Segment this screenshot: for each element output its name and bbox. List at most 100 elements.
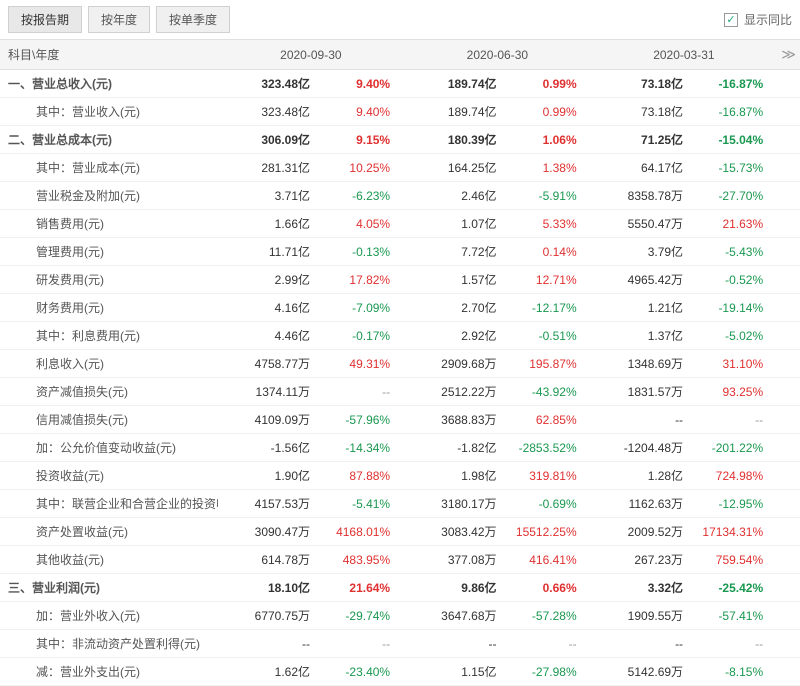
row-value: 1162.63万 (591, 490, 689, 518)
row-change: 0.66% (503, 574, 591, 602)
row-value: 3.79亿 (591, 238, 689, 266)
row-change: -43.92% (503, 378, 591, 406)
row-label: 资产减值损失(元) (0, 378, 218, 406)
row-value: 614.78万 (218, 546, 316, 574)
row-change: 1.06% (503, 126, 591, 154)
row-label: 其中：非流动资产处置利得(元) (0, 630, 218, 658)
row-change: -19.14% (689, 294, 777, 322)
row-change: 49.31% (316, 350, 404, 378)
row-change: 319.81% (503, 462, 591, 490)
row-value: 1.21亿 (591, 294, 689, 322)
row-value: 1831.57万 (591, 378, 689, 406)
row-value: -1204.48万 (591, 434, 689, 462)
row-change: 0.99% (503, 70, 591, 98)
row-label: 其中：营业收入(元) (0, 98, 218, 126)
row-change: 0.99% (503, 98, 591, 126)
row-value: 323.48亿 (218, 98, 316, 126)
row-change: -7.09% (316, 294, 404, 322)
row-change: -14.34% (316, 434, 404, 462)
row-label: 加：公允价值变动收益(元) (0, 434, 218, 462)
row-value: -- (591, 406, 689, 434)
header-period-1: 2020-06-30 (404, 40, 591, 70)
row-label: 其中：利息费用(元) (0, 322, 218, 350)
row-change: 17.82% (316, 266, 404, 294)
row-value: 1.62亿 (218, 658, 316, 686)
row-value: 1909.55万 (591, 602, 689, 630)
row-value: 306.09亿 (218, 126, 316, 154)
row-change: -0.17% (316, 322, 404, 350)
row-value: 8358.78万 (591, 182, 689, 210)
row-value: 377.08万 (404, 546, 502, 574)
row-change: -15.04% (689, 126, 777, 154)
row-change: -2853.52% (503, 434, 591, 462)
row-value: 2009.52万 (591, 518, 689, 546)
row-value: 1.98亿 (404, 462, 502, 490)
row-value: 1.07亿 (404, 210, 502, 238)
row-value: 3090.47万 (218, 518, 316, 546)
row-change: 9.40% (316, 98, 404, 126)
row-change: 4.05% (316, 210, 404, 238)
row-value: 180.39亿 (404, 126, 502, 154)
row-label: 财务费用(元) (0, 294, 218, 322)
row-value: 73.18亿 (591, 70, 689, 98)
row-value: 4157.53万 (218, 490, 316, 518)
row-value: 2.46亿 (404, 182, 502, 210)
row-change: 759.54% (689, 546, 777, 574)
row-label: 研发费用(元) (0, 266, 218, 294)
row-change: 9.15% (316, 126, 404, 154)
row-label: 其中：营业成本(元) (0, 154, 218, 182)
row-change: -25.42% (689, 574, 777, 602)
row-change: -57.41% (689, 602, 777, 630)
tab-by-report-period[interactable]: 按报告期 (8, 6, 82, 33)
row-change: -16.87% (689, 98, 777, 126)
row-label: 其他收益(元) (0, 546, 218, 574)
row-change: -27.98% (503, 658, 591, 686)
row-value: 4.46亿 (218, 322, 316, 350)
row-change: -12.95% (689, 490, 777, 518)
row-change: -12.17% (503, 294, 591, 322)
row-value: 3.32亿 (591, 574, 689, 602)
row-value: -- (404, 630, 502, 658)
row-change: 31.10% (689, 350, 777, 378)
row-change: -5.41% (316, 490, 404, 518)
row-label: 信用减值损失(元) (0, 406, 218, 434)
row-change: 93.25% (689, 378, 777, 406)
row-change: 195.87% (503, 350, 591, 378)
row-change: 15512.25% (503, 518, 591, 546)
row-value: 4758.77万 (218, 350, 316, 378)
row-value: 73.18亿 (591, 98, 689, 126)
row-change: 21.63% (689, 210, 777, 238)
row-change: 1.38% (503, 154, 591, 182)
row-change: -6.23% (316, 182, 404, 210)
row-value: 189.74亿 (404, 98, 502, 126)
row-label: 利息收入(元) (0, 350, 218, 378)
tab-by-quarter[interactable]: 按单季度 (156, 6, 230, 33)
row-label: 营业税金及附加(元) (0, 182, 218, 210)
row-value: 3180.17万 (404, 490, 502, 518)
row-change: 87.88% (316, 462, 404, 490)
row-value: 64.17亿 (591, 154, 689, 182)
row-label: 减：营业外支出(元) (0, 658, 218, 686)
row-change: -0.51% (503, 322, 591, 350)
row-value: 7.72亿 (404, 238, 502, 266)
row-change: 12.71% (503, 266, 591, 294)
row-value: 18.10亿 (218, 574, 316, 602)
row-value: 2909.68万 (404, 350, 502, 378)
row-label: 其中：联营企业和合营企业的投资收益(元) (0, 490, 218, 518)
row-value: 1.15亿 (404, 658, 502, 686)
row-change: -57.28% (503, 602, 591, 630)
show-yoy-checkbox[interactable]: ✓ (724, 13, 738, 27)
row-change: 724.98% (689, 462, 777, 490)
tab-by-year[interactable]: 按年度 (88, 6, 150, 33)
row-value: 323.48亿 (218, 70, 316, 98)
row-change: -27.70% (689, 182, 777, 210)
row-value: 281.31亿 (218, 154, 316, 182)
row-value: 2.70亿 (404, 294, 502, 322)
row-change: -8.15% (689, 658, 777, 686)
row-label: 投资收益(元) (0, 462, 218, 490)
row-change: -- (503, 630, 591, 658)
row-value: 1.28亿 (591, 462, 689, 490)
row-value: 3083.42万 (404, 518, 502, 546)
next-period-icon[interactable]: ≫ (781, 46, 796, 62)
row-change: -201.22% (689, 434, 777, 462)
